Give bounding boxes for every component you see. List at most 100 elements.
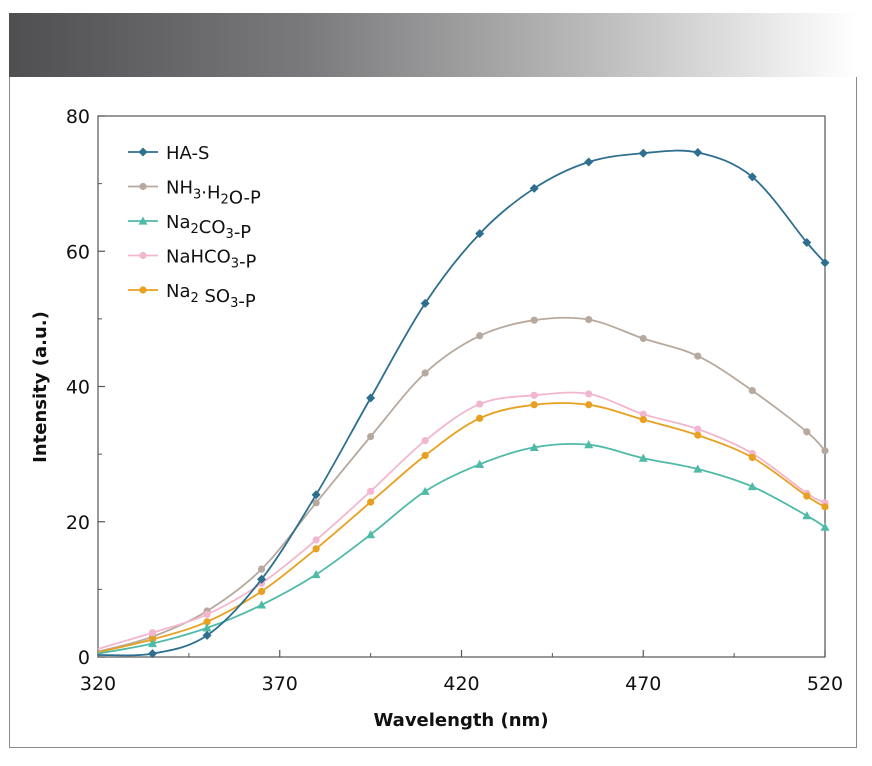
data-point bbox=[475, 459, 485, 468]
data-point bbox=[476, 414, 484, 422]
data-point bbox=[638, 453, 648, 462]
data-point bbox=[639, 416, 647, 424]
header-banner bbox=[9, 13, 857, 77]
series-1 bbox=[97, 315, 829, 653]
data-point bbox=[311, 490, 321, 500]
data-point bbox=[421, 451, 429, 460]
x-tick-label: 520 bbox=[807, 673, 843, 695]
data-point bbox=[202, 623, 212, 632]
x-tick-label: 320 bbox=[80, 673, 116, 695]
data-point bbox=[257, 574, 267, 584]
legend-label: Na2 SO3-P bbox=[166, 281, 256, 312]
legend-item: NaHCO3-P bbox=[128, 247, 257, 273]
y-tick-label: 0 bbox=[78, 647, 90, 669]
data-point bbox=[530, 401, 538, 409]
data-point bbox=[694, 425, 702, 433]
x-tick-label: 420 bbox=[443, 673, 479, 695]
data-point bbox=[203, 618, 211, 626]
data-point bbox=[529, 183, 539, 193]
data-point bbox=[148, 638, 158, 648]
data-point bbox=[639, 334, 647, 343]
data-point bbox=[202, 630, 212, 640]
legend-swatch-marker bbox=[139, 251, 147, 260]
data-point bbox=[367, 498, 375, 506]
series-4 bbox=[97, 401, 829, 654]
legend-item: NH3·H2O-P bbox=[128, 178, 261, 209]
data-point bbox=[802, 511, 812, 520]
data-point bbox=[475, 229, 485, 239]
axis-ticks: 320 370 420 470 520 0 20 40 60 80 bbox=[66, 106, 843, 695]
data-point bbox=[694, 431, 702, 439]
data-point bbox=[476, 332, 484, 340]
legend-swatch-marker bbox=[138, 147, 148, 157]
data-point bbox=[803, 428, 811, 436]
data-point bbox=[820, 522, 830, 531]
data-point bbox=[420, 486, 430, 495]
y-axis-title: Intensity (a.u.) bbox=[30, 311, 51, 463]
data-point bbox=[821, 503, 829, 511]
data-point bbox=[802, 237, 812, 247]
data-point bbox=[148, 629, 157, 637]
x-tick-label: 370 bbox=[262, 673, 298, 695]
legend-swatch-marker bbox=[139, 286, 147, 294]
data-point bbox=[693, 148, 703, 158]
data-point bbox=[748, 386, 756, 395]
data-point bbox=[584, 157, 594, 167]
data-point bbox=[530, 316, 538, 324]
data-point bbox=[585, 315, 593, 324]
x-axis-title: Wavelength (nm) bbox=[373, 710, 548, 731]
legend-item: Na2 SO3-P bbox=[128, 281, 256, 312]
data-point bbox=[366, 393, 376, 403]
data-point bbox=[694, 352, 702, 360]
series-line bbox=[97, 149, 826, 657]
data-point bbox=[148, 649, 158, 659]
data-point bbox=[421, 437, 429, 445]
legend-swatch-marker bbox=[139, 182, 147, 191]
y-tick-label: 60 bbox=[66, 241, 90, 263]
data-point bbox=[312, 499, 320, 507]
data-point bbox=[693, 464, 703, 473]
series-layer bbox=[97, 148, 830, 659]
y-tick-label: 20 bbox=[66, 512, 90, 534]
data-point bbox=[312, 545, 320, 553]
data-point bbox=[747, 172, 757, 182]
data-point bbox=[803, 492, 811, 500]
data-point bbox=[257, 587, 266, 596]
x-tick-label: 470 bbox=[625, 673, 661, 695]
legend-label: NH3·H2O-P bbox=[166, 178, 261, 209]
data-point bbox=[820, 258, 830, 268]
data-point bbox=[312, 536, 320, 544]
legend-label: Na2CO3-P bbox=[166, 212, 251, 243]
data-point bbox=[639, 410, 647, 418]
y-tick-label: 40 bbox=[66, 377, 90, 399]
data-point bbox=[585, 401, 593, 409]
data-point bbox=[638, 148, 648, 158]
legend-label: HA-S bbox=[166, 143, 209, 164]
data-point bbox=[367, 487, 375, 495]
data-point bbox=[476, 400, 484, 408]
data-point bbox=[748, 453, 756, 462]
data-point bbox=[420, 298, 430, 308]
data-point bbox=[747, 482, 757, 491]
data-point bbox=[311, 569, 321, 579]
series-0 bbox=[97, 148, 830, 659]
data-point bbox=[585, 390, 593, 398]
data-point bbox=[366, 530, 376, 539]
data-point bbox=[821, 447, 829, 455]
data-point bbox=[530, 391, 538, 399]
data-point bbox=[421, 369, 429, 377]
y-tick-label: 80 bbox=[66, 106, 90, 128]
series-3 bbox=[97, 390, 829, 650]
legend-label: NaHCO3-P bbox=[166, 247, 257, 273]
data-point bbox=[257, 600, 267, 609]
series-line bbox=[97, 316, 826, 653]
data-point bbox=[367, 432, 375, 441]
data-point bbox=[257, 565, 266, 573]
data-point bbox=[203, 610, 211, 618]
data-point bbox=[529, 442, 539, 451]
legend-item: HA-S bbox=[128, 143, 209, 164]
data-point bbox=[584, 440, 594, 449]
legend-item: Na2CO3-P bbox=[128, 212, 251, 243]
